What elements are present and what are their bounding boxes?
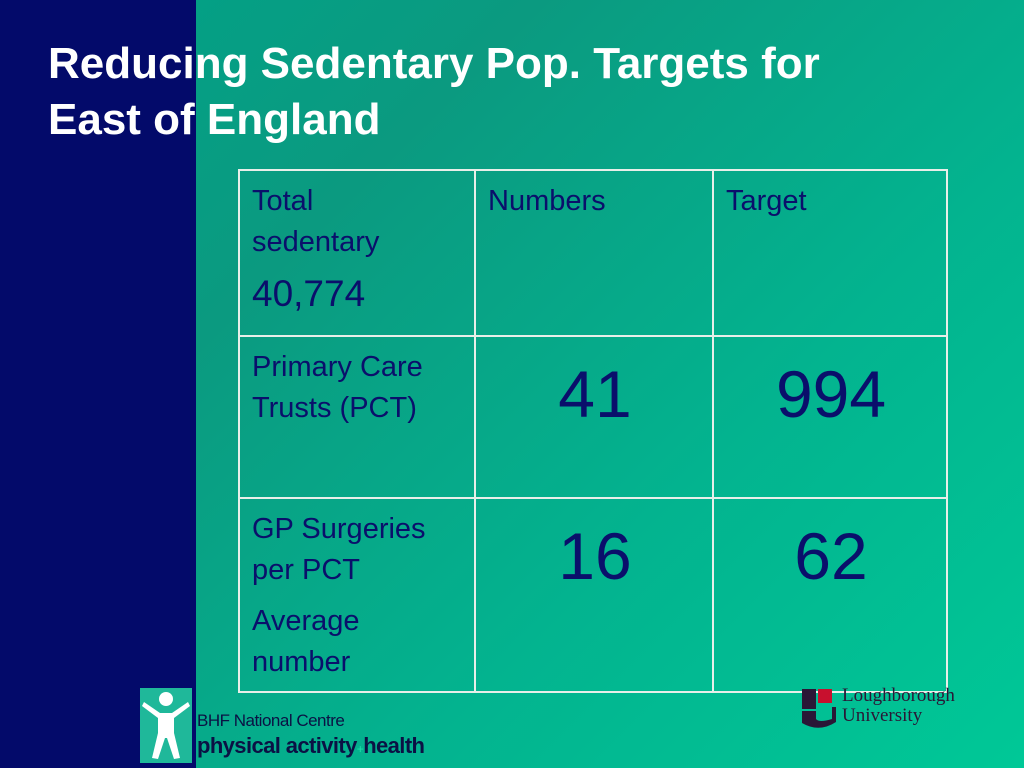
loughborough-crest-icon: [802, 689, 836, 729]
pct-target-cell: 994: [712, 335, 948, 499]
bhf-tagline: physical activity+health: [197, 733, 425, 762]
bhf-figure-icon: [140, 688, 192, 763]
gp-number: 16: [558, 519, 632, 593]
left-color-band: [0, 0, 196, 768]
total-sedentary-value: 40,774: [252, 273, 366, 314]
pct-number: 41: [558, 357, 632, 431]
title-line-1: Reducing Sedentary Pop. Targets for: [48, 39, 820, 88]
table-row: GP Surgeries per PCT Average number 16 6…: [238, 497, 948, 693]
pct-label-cell: Primary Care Trusts (PCT): [238, 335, 476, 499]
gp-label-line-1: GP Surgeries: [252, 513, 426, 545]
bhf-tagline-separator: +: [356, 742, 364, 756]
pct-label-line-1: Primary Care: [252, 351, 423, 383]
gp-target-cell: 62: [712, 497, 948, 693]
bhf-tagline-part-1: physical activity: [197, 733, 357, 758]
university-name: Loughborough University: [842, 686, 955, 726]
numbers-header-cell: Numbers: [474, 169, 714, 337]
pct-label-line-2: Trusts (PCT): [252, 392, 417, 424]
title-line-2: East of England: [48, 95, 381, 144]
pct-target: 994: [775, 357, 887, 431]
bhf-logo: BHF National Centre physical activity+he…: [140, 683, 470, 768]
bhf-tagline-part-2: health: [363, 733, 425, 758]
gp-label-line-3: Average: [252, 605, 360, 637]
gp-label-line-2: per PCT: [252, 554, 360, 586]
table-row: Primary Care Trusts (PCT) 41 994: [238, 335, 948, 499]
slide-title: Reducing Sedentary Pop. Targets for East…: [48, 36, 988, 148]
table-header-row: Total sedentary 40,774 Numbers Target: [238, 169, 948, 337]
numbers-header: Numbers: [488, 185, 606, 217]
target-header: Target: [726, 185, 807, 217]
gp-target: 62: [794, 519, 868, 593]
targets-table: Total sedentary 40,774 Numbers Target Pr…: [238, 169, 948, 693]
pct-number-cell: 41: [474, 335, 714, 499]
total-label-line-1: Total: [252, 185, 314, 217]
gp-label-cell: GP Surgeries per PCT Average number: [238, 497, 476, 693]
total-label-line-2: sedentary: [252, 226, 380, 258]
loughborough-logo: Loughborough University: [800, 686, 1000, 736]
total-sedentary-cell: Total sedentary 40,774: [238, 169, 476, 337]
university-name-line-2: University: [842, 705, 923, 726]
university-name-line-1: Loughborough: [842, 685, 955, 706]
gp-number-cell: 16: [474, 497, 714, 693]
gp-label-line-4: number: [252, 646, 351, 678]
target-header-cell: Target: [712, 169, 948, 337]
bhf-centre-name: BHF National Centre: [197, 711, 345, 730]
